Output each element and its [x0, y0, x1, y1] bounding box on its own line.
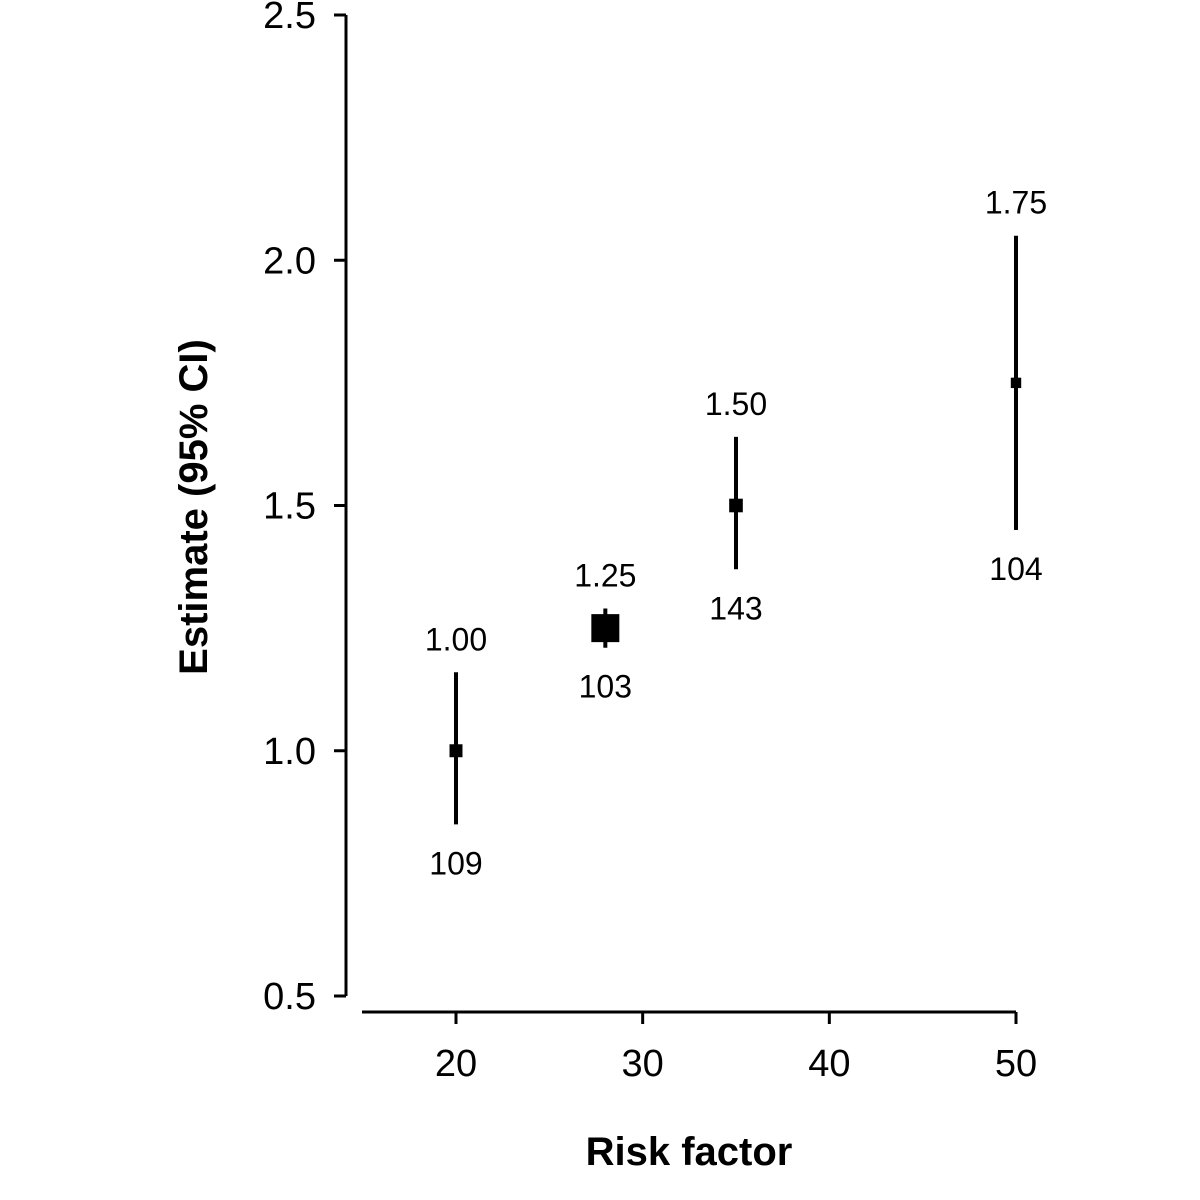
estimate-label: 1.50 [705, 386, 767, 422]
y-axis-title: Estimate (95% CI) [172, 339, 216, 675]
estimate-marker [449, 744, 463, 758]
count-label: 104 [989, 551, 1042, 587]
estimate-marker [591, 614, 620, 643]
data-points: 1.00 109 1.25 103 1.50 143 1.75 104 [425, 185, 1047, 882]
estimate-label: 1.00 [425, 621, 487, 657]
x-axis-ticks: 20 30 40 50 [435, 1012, 1037, 1085]
x-tick-label: 30 [622, 1043, 664, 1085]
x-tick-label: 40 [808, 1043, 850, 1085]
estimate-marker [729, 498, 743, 513]
count-label: 103 [579, 669, 632, 705]
y-axis-ticks: 0.5 1.0 1.5 2.0 2.5 [263, 0, 346, 1018]
y-tick-label: 1.0 [263, 731, 316, 773]
x-tick-label: 50 [995, 1043, 1037, 1085]
estimate-marker [1010, 377, 1022, 389]
y-tick-label: 1.5 [263, 486, 316, 528]
y-tick-label: 0.5 [263, 976, 316, 1018]
count-label: 109 [429, 845, 482, 881]
x-tick-label: 20 [435, 1043, 477, 1085]
estimate-label: 1.25 [574, 558, 636, 594]
count-label: 143 [709, 590, 762, 626]
estimate-label: 1.75 [985, 185, 1047, 221]
y-tick-label: 2.0 [263, 240, 316, 282]
y-tick-label: 2.5 [263, 0, 316, 37]
x-axis-title: Risk factor [586, 1130, 793, 1174]
